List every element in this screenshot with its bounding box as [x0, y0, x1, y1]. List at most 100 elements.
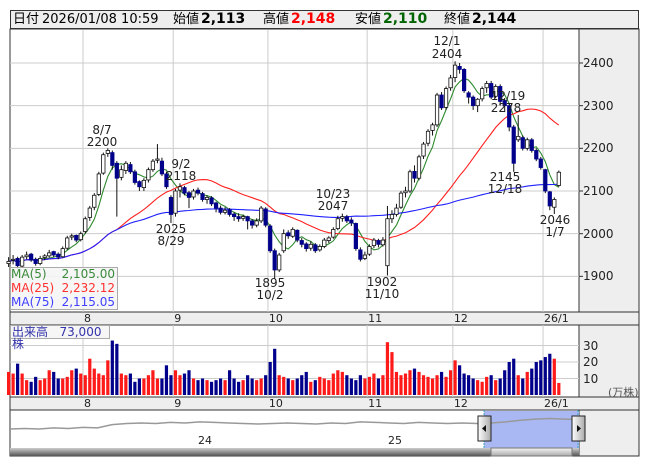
candle: [507, 103, 512, 132]
volume-bar: [137, 378, 141, 395]
navigator-right-panel: [578, 409, 640, 457]
candle: [290, 227, 295, 238]
volume-bar: [548, 353, 552, 395]
candle-body: [507, 105, 512, 128]
candle-body: [15, 258, 20, 267]
volume-bar: [291, 380, 295, 395]
candle-body: [466, 92, 471, 98]
volume-bar: [503, 370, 507, 395]
month-label: 8: [84, 312, 91, 325]
candle: [137, 180, 142, 192]
volume-bar: [97, 373, 101, 395]
volume-bar: [399, 375, 403, 395]
candle: [434, 92, 440, 128]
candle-body: [331, 229, 336, 238]
volume-bar: [439, 371, 444, 395]
candle-body: [250, 220, 255, 226]
candle-body: [286, 232, 291, 237]
candle: [471, 95, 476, 110]
candle: [96, 171, 101, 197]
candle: [277, 252, 282, 273]
volume-bar: [16, 363, 20, 395]
candle: [105, 148, 110, 157]
candle-body: [376, 240, 381, 245]
candle: [389, 210, 395, 224]
month-axis-row: [9, 311, 640, 326]
candle: [254, 218, 259, 228]
volume-bar: [494, 380, 498, 395]
candle: [29, 252, 34, 262]
navigator-year-label: 24: [198, 434, 212, 447]
volume-bar: [381, 375, 385, 395]
volume-bar: [182, 373, 187, 395]
volume-bar: [340, 371, 344, 395]
candle: [20, 255, 25, 268]
candle-body: [349, 219, 354, 224]
volume-bar: [426, 376, 430, 395]
close-value: 2,144: [472, 11, 517, 27]
candle-body: [380, 239, 386, 246]
volume-bar: [223, 380, 227, 395]
candle-body: [475, 98, 480, 107]
annotation-date: 10/23: [315, 187, 351, 201]
annotation-value: 2145: [489, 170, 521, 184]
candle: [236, 213, 241, 222]
price-tick-label: 2000: [583, 226, 614, 241]
volume-bar: [277, 375, 281, 395]
volume-bar: [358, 375, 362, 395]
candle: [78, 231, 83, 242]
open-value: 2,113: [201, 11, 246, 27]
volume-bar: [507, 362, 511, 395]
candle-body: [259, 207, 264, 222]
volume-bar: [160, 378, 164, 395]
volume-bar: [169, 375, 173, 395]
candle: [538, 156, 543, 170]
month-label: 10: [268, 397, 283, 410]
volume-bar: [232, 378, 236, 395]
candle-body: [60, 248, 65, 258]
volume-bar: [557, 382, 561, 395]
candle-body: [6, 261, 11, 264]
volume-bar: [214, 380, 218, 395]
volume-bar: [444, 376, 448, 395]
volume-bar: [336, 370, 340, 395]
candle-body: [83, 218, 88, 232]
candle: [421, 141, 426, 160]
volume-legend: 出来高 73,000株: [10, 325, 110, 350]
datetime: 2026/01/08 10:59: [42, 12, 159, 27]
candle: [222, 207, 228, 215]
navigator[interactable]: [9, 410, 586, 457]
candle-body: [123, 162, 128, 171]
volume-bar: [142, 378, 146, 395]
candle: [529, 138, 534, 153]
candle: [164, 171, 169, 189]
candle: [462, 68, 467, 93]
volume-bar: [412, 368, 417, 395]
candle: [168, 195, 174, 224]
volume-bar: [363, 378, 367, 395]
annotation-date: 10/2: [256, 288, 284, 302]
candle: [281, 229, 286, 253]
volume-bar: [480, 381, 484, 395]
ohlc-header: 日付 2026/01/08 10:59 始値 2,113 高値 2,148 安値…: [10, 10, 639, 29]
volume-bar: [435, 375, 439, 395]
candle-body: [92, 194, 97, 208]
candle: [101, 152, 106, 175]
volume-bar: [65, 376, 69, 395]
candle-body: [538, 158, 543, 168]
volume-bar: [349, 378, 353, 395]
month-axis-row-2: [9, 396, 640, 411]
volume-bar: [11, 373, 15, 395]
candle: [448, 74, 453, 91]
candle: [443, 86, 449, 110]
volume-bar: [20, 373, 24, 395]
candle: [209, 196, 214, 206]
date-label: 日付: [13, 12, 40, 27]
candle: [416, 154, 422, 181]
candle-body: [213, 202, 219, 209]
candle-body: [462, 69, 467, 92]
volume-bar: [485, 376, 489, 395]
volume-bar: [304, 371, 308, 395]
